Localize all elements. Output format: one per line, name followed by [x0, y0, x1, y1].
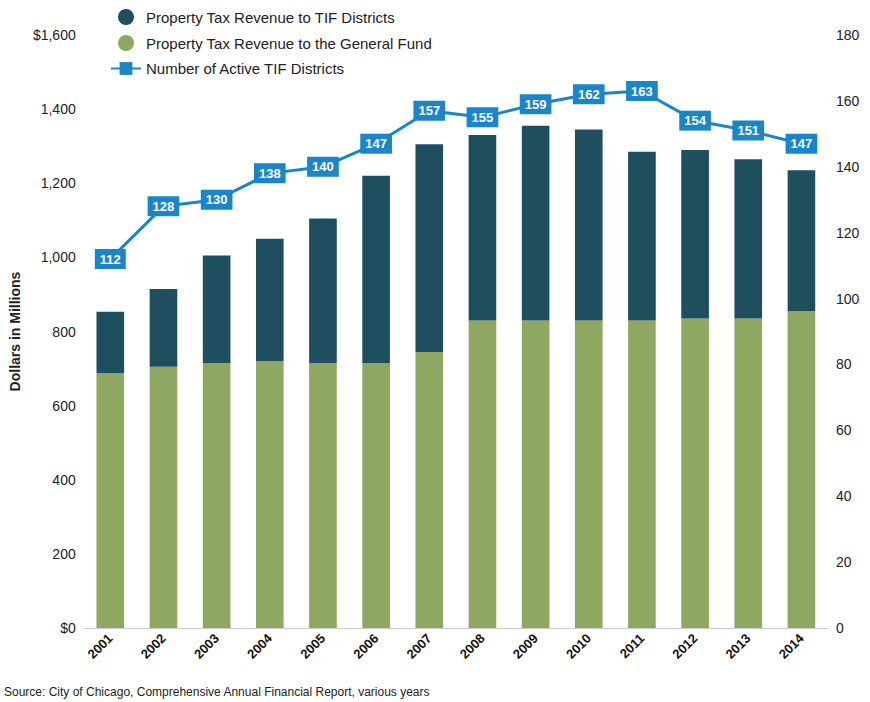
svg-text:1,400: 1,400 [41, 101, 76, 117]
svg-text:157: 157 [418, 103, 440, 118]
svg-text:147: 147 [791, 136, 813, 151]
svg-text:130: 130 [206, 192, 228, 207]
svg-text:600: 600 [52, 398, 76, 414]
svg-text:2006: 2006 [350, 631, 381, 662]
svg-text:162: 162 [578, 87, 600, 102]
svg-text:155: 155 [472, 110, 494, 125]
svg-text:200: 200 [52, 546, 76, 562]
svg-text:2008: 2008 [457, 631, 488, 662]
svg-text:2005: 2005 [297, 631, 328, 662]
svg-text:40: 40 [836, 488, 852, 504]
svg-text:2002: 2002 [138, 631, 169, 662]
svg-text:$1,600: $1,600 [33, 27, 76, 43]
svg-text:2010: 2010 [563, 631, 594, 662]
svg-text:2009: 2009 [510, 631, 541, 662]
svg-text:2001: 2001 [85, 631, 116, 662]
svg-text:160: 160 [836, 93, 860, 109]
svg-text:$0: $0 [60, 620, 76, 636]
svg-text:1,000: 1,000 [41, 249, 76, 265]
svg-text:100: 100 [836, 291, 860, 307]
svg-text:140: 140 [312, 159, 334, 174]
svg-text:800: 800 [52, 324, 76, 340]
svg-text:80: 80 [836, 356, 852, 372]
svg-text:112: 112 [100, 252, 121, 267]
svg-text:2007: 2007 [404, 631, 435, 662]
svg-text:Source: City of Chicago, Compr: Source: City of Chicago, Comprehensive A… [4, 685, 430, 699]
svg-text:159: 159 [525, 97, 547, 112]
svg-text:154: 154 [684, 113, 706, 128]
svg-text:20: 20 [836, 554, 852, 570]
svg-text:2011: 2011 [617, 631, 648, 662]
svg-text:Property Tax Revenue to TIF Di: Property Tax Revenue to TIF Districts [146, 9, 395, 26]
svg-text:140: 140 [836, 159, 860, 175]
svg-text:2012: 2012 [669, 631, 700, 662]
svg-text:180: 180 [836, 27, 860, 43]
svg-text:2004: 2004 [244, 630, 276, 662]
svg-text:60: 60 [836, 422, 852, 438]
svg-text:Number of Active TIF Districts: Number of Active TIF Districts [146, 60, 344, 77]
svg-text:128: 128 [153, 199, 175, 214]
svg-text:151: 151 [737, 123, 759, 138]
svg-text:138: 138 [259, 166, 281, 181]
svg-text:2003: 2003 [191, 631, 222, 662]
svg-text:2013: 2013 [723, 631, 754, 662]
svg-text:Dollars in Millions: Dollars in Millions [7, 271, 23, 391]
svg-text:0: 0 [836, 620, 844, 636]
svg-text:1,200: 1,200 [41, 175, 76, 191]
svg-text:2014: 2014 [776, 630, 808, 662]
svg-text:163: 163 [631, 84, 653, 99]
svg-text:Property Tax Revenue to the Ge: Property Tax Revenue to the General Fund [146, 35, 432, 52]
svg-text:400: 400 [52, 472, 76, 488]
svg-text:120: 120 [836, 225, 860, 241]
svg-text:147: 147 [365, 136, 387, 151]
